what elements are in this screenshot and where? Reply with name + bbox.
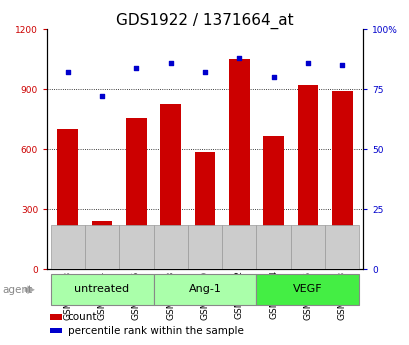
Bar — [50, 274, 153, 305]
Point — [133, 65, 139, 70]
Bar — [92, 221, 112, 269]
Bar — [126, 118, 146, 269]
Bar — [85, 225, 119, 269]
Point — [99, 94, 105, 99]
Text: VEGF: VEGF — [292, 284, 322, 294]
Text: agent: agent — [2, 285, 32, 295]
Bar — [324, 225, 359, 269]
Point — [201, 70, 208, 75]
Bar — [194, 152, 215, 269]
Bar — [222, 225, 256, 269]
Bar — [160, 104, 180, 269]
Bar — [297, 85, 317, 269]
Text: percentile rank within the sample: percentile rank within the sample — [67, 326, 243, 336]
Bar — [153, 225, 187, 269]
Point — [304, 60, 310, 66]
Point — [167, 60, 173, 66]
Bar — [187, 225, 222, 269]
Bar — [256, 274, 359, 305]
Bar — [331, 91, 352, 269]
Text: Ang-1: Ang-1 — [188, 284, 221, 294]
Bar — [256, 225, 290, 269]
Bar — [57, 129, 78, 269]
Bar — [119, 225, 153, 269]
Bar — [263, 136, 283, 269]
Point — [236, 55, 242, 61]
Point — [338, 62, 345, 68]
Bar — [50, 314, 62, 319]
Point — [270, 75, 276, 80]
Bar — [153, 274, 256, 305]
Point — [64, 70, 71, 75]
Text: untreated: untreated — [74, 284, 129, 294]
Bar — [50, 328, 62, 334]
Bar — [290, 225, 324, 269]
Bar — [50, 225, 85, 269]
Text: count: count — [67, 312, 97, 322]
Title: GDS1922 / 1371664_at: GDS1922 / 1371664_at — [116, 13, 293, 29]
Bar — [229, 59, 249, 269]
